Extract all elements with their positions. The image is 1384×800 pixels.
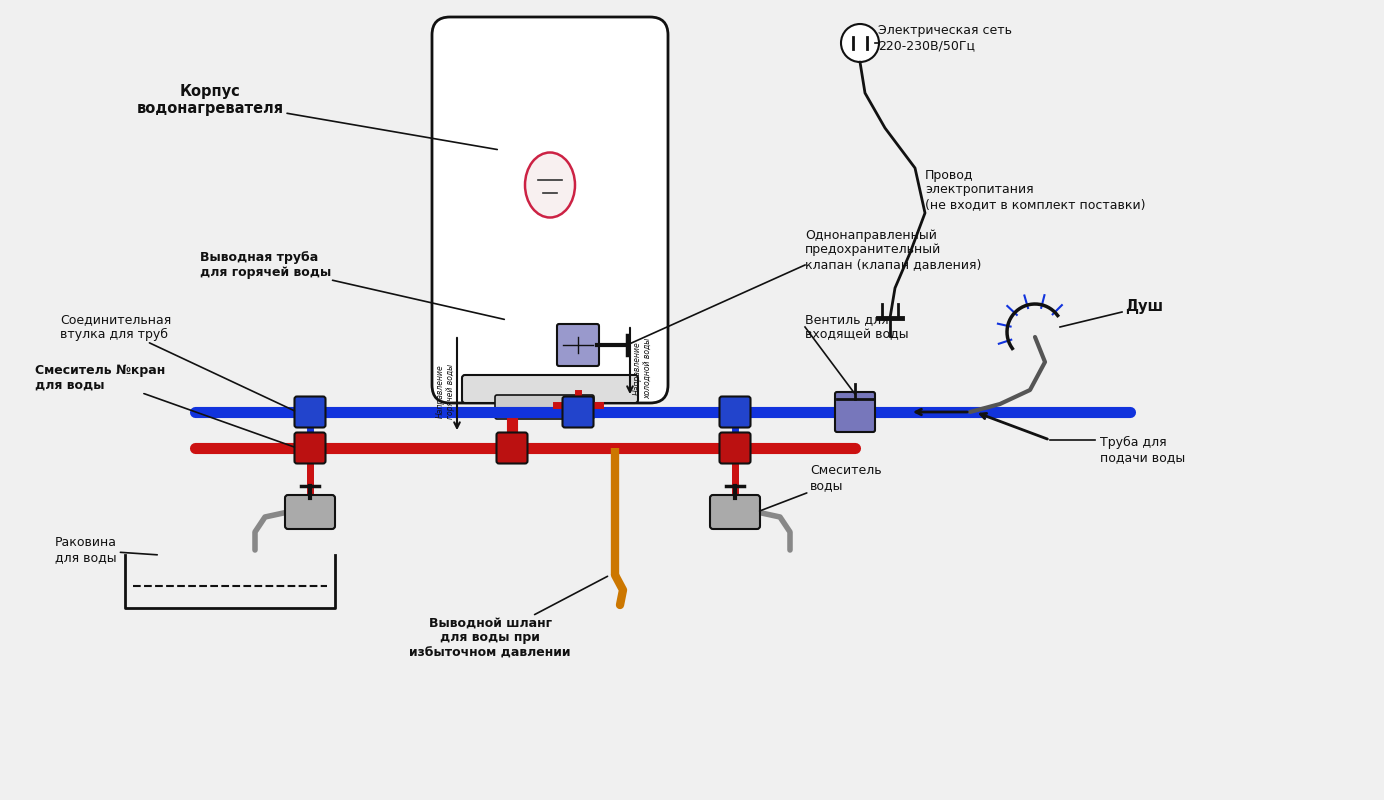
Text: Смеситель №кран
для воды: Смеситель №кран для воды: [35, 364, 295, 447]
Text: Выводной шланг
для воды при
избыточном давлении: Выводной шланг для воды при избыточном д…: [410, 576, 608, 659]
Ellipse shape: [525, 153, 574, 218]
FancyBboxPatch shape: [462, 375, 638, 403]
FancyBboxPatch shape: [720, 433, 750, 463]
Text: Соединительная
втулка для труб: Соединительная втулка для труб: [60, 313, 295, 411]
Text: Электрическая сеть
220-230В/50Гц: Электрическая сеть 220-230В/50Гц: [877, 24, 1012, 52]
Text: Смеситель
воды: Смеситель воды: [760, 464, 882, 511]
FancyBboxPatch shape: [495, 395, 594, 419]
FancyBboxPatch shape: [720, 397, 750, 427]
FancyBboxPatch shape: [432, 17, 668, 403]
FancyBboxPatch shape: [562, 397, 594, 427]
FancyBboxPatch shape: [497, 433, 527, 463]
Circle shape: [841, 24, 879, 62]
Text: Выводная труба
для горячей воды: Выводная труба для горячей воды: [201, 251, 504, 319]
Text: Направление
холодной воды: Направление холодной воды: [632, 338, 652, 399]
FancyBboxPatch shape: [295, 433, 325, 463]
Text: Труба для
подачи воды: Труба для подачи воды: [1100, 436, 1185, 464]
Text: Раковина
для воды: Раковина для воды: [55, 536, 158, 564]
Text: Направление
горячей воды: Направление горячей воды: [436, 364, 455, 419]
FancyBboxPatch shape: [285, 495, 335, 529]
Text: Душ: Душ: [1125, 299, 1163, 314]
FancyBboxPatch shape: [295, 397, 325, 427]
Text: Однонаправленный
предохранительный
клапан (клапан давления): Однонаправленный предохранительный клапа…: [805, 229, 981, 271]
FancyBboxPatch shape: [835, 392, 875, 432]
Text: Корпус
водонагревателя: Корпус водонагревателя: [137, 84, 497, 150]
Text: Вентиль для
входящей воды: Вентиль для входящей воды: [805, 313, 909, 341]
FancyBboxPatch shape: [556, 324, 599, 366]
FancyBboxPatch shape: [710, 495, 760, 529]
Text: Провод
электропитания
(не входит в комплект поставки): Провод электропитания (не входит в компл…: [925, 169, 1146, 211]
